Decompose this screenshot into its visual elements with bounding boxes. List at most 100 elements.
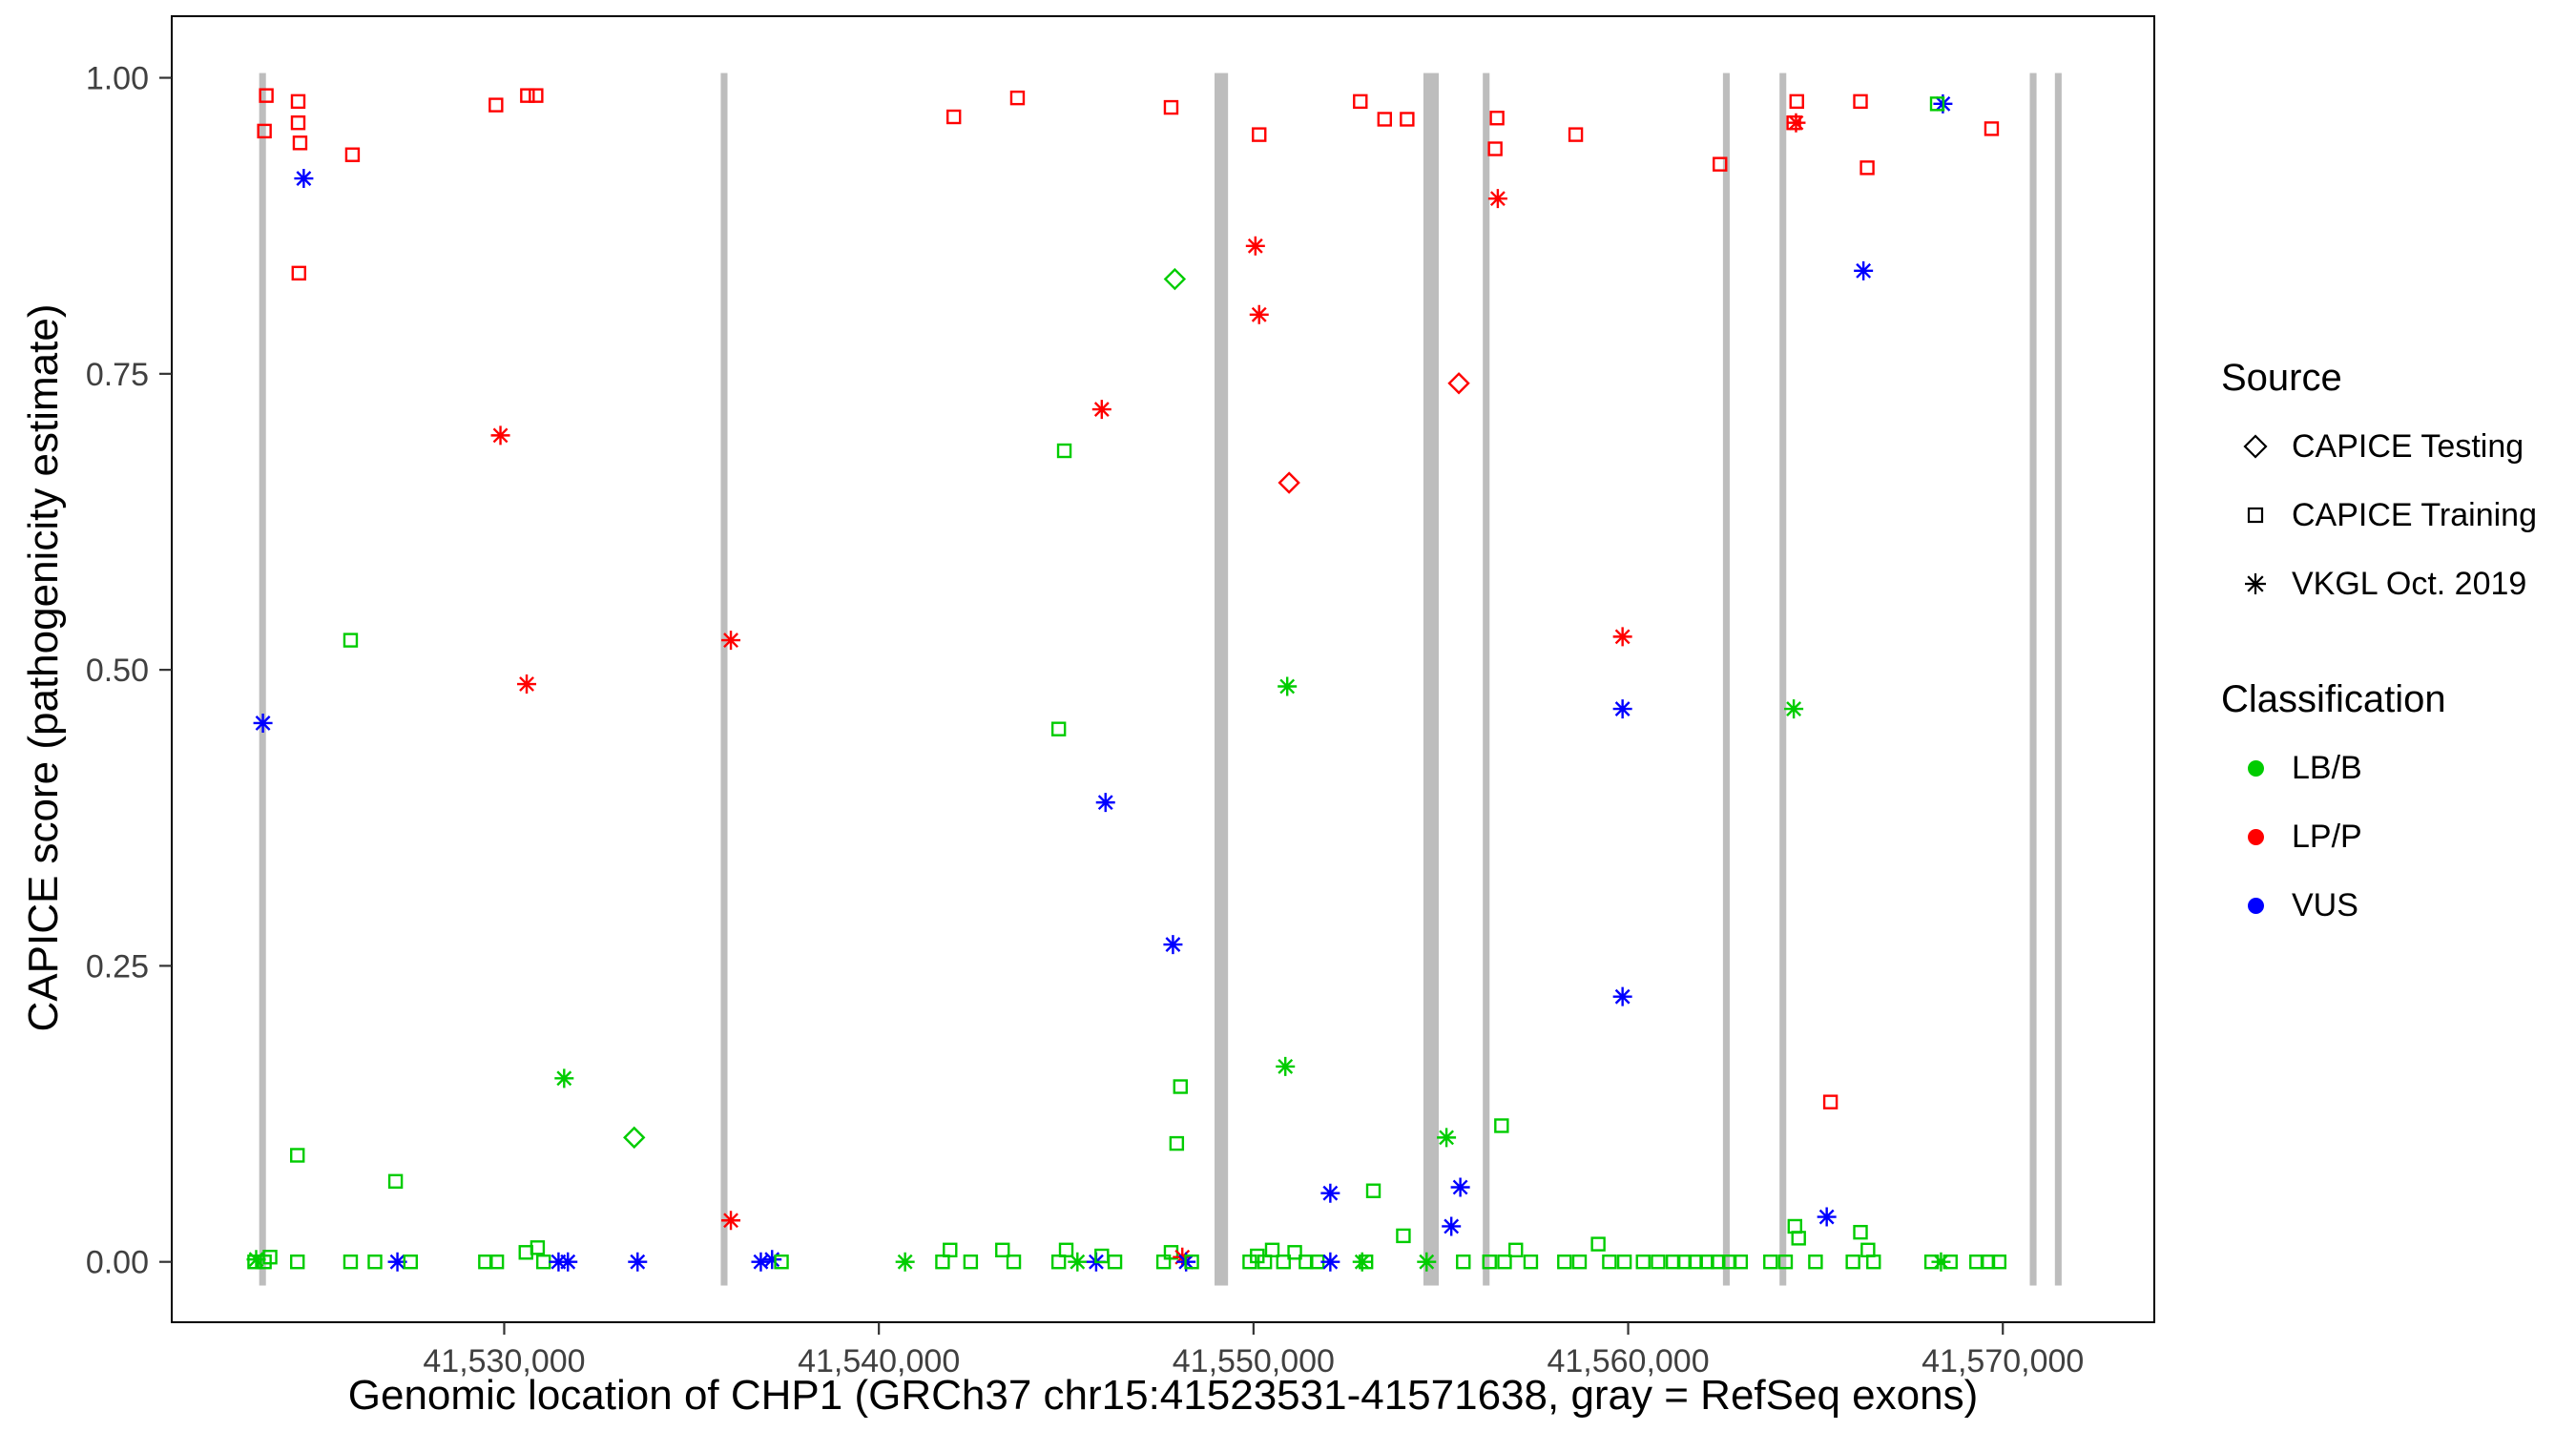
y-tick-label: 0.75 [86, 357, 149, 393]
data-point-square [963, 1255, 979, 1270]
legend-item-lbb: LB/B [2221, 748, 2537, 788]
data-point-square [1006, 1255, 1022, 1270]
data-point-asterisk [1487, 189, 1507, 209]
data-point-asterisk [490, 425, 510, 446]
data-point-square [1400, 112, 1415, 127]
data-point-asterisk [1276, 1056, 1296, 1076]
data-point-square [946, 109, 962, 125]
x-tick-label: 41,530,000 [423, 1343, 585, 1379]
data-point-asterisk [246, 1250, 266, 1270]
data-point-square [530, 1240, 546, 1255]
data-point-asterisk [1612, 627, 1632, 647]
data-point-asterisk [1163, 935, 1183, 955]
legend-item-label: LP/P [2292, 818, 2362, 855]
data-point-asterisk [751, 1252, 771, 1272]
data-point-square [343, 633, 359, 648]
data-point-square [1942, 1255, 1958, 1270]
data-point-asterisk [517, 674, 537, 695]
data-point-square [1984, 121, 2000, 136]
data-point-asterisk [1784, 699, 1804, 719]
data-point-asterisk [721, 1211, 741, 1231]
data-point-square [1287, 1245, 1302, 1260]
legend-item-vkgl: VKGL Oct. 2019 [2221, 564, 2537, 604]
x-tick-label: 41,540,000 [798, 1343, 960, 1379]
exon-bar [720, 73, 728, 1286]
data-point-square [1264, 1242, 1280, 1257]
data-point-square [1711, 1255, 1726, 1270]
data-point-asterisk [558, 1252, 578, 1272]
data-point-diamond [1163, 267, 1187, 291]
exon-bar [1483, 73, 1490, 1286]
data-point-asterisk [1091, 400, 1111, 420]
data-point-square [1169, 1135, 1185, 1151]
data-point-square [1676, 1255, 1693, 1270]
data-point-square [1489, 111, 1505, 126]
data-point-square [1571, 1255, 1588, 1270]
exon-bar [1722, 73, 1730, 1286]
y-tick-label: 1.00 [86, 61, 149, 97]
data-point-square [1845, 1255, 1860, 1270]
data-point-square [1358, 1255, 1374, 1270]
data-point-square [257, 123, 272, 139]
panel-border [171, 15, 2155, 1323]
data-point-diamond [1447, 372, 1470, 395]
data-point-asterisk [1437, 1128, 1457, 1148]
data-point-square [1353, 93, 1368, 110]
data-point-square [1497, 1255, 1512, 1270]
data-point-square [1713, 156, 1728, 172]
data-point-square [1777, 1255, 1794, 1270]
data-point-square [1487, 141, 1503, 156]
x-tick-label: 41,570,000 [1922, 1343, 2084, 1379]
lbb-dot-icon [2236, 749, 2275, 787]
lpp-dot-icon [2236, 818, 2275, 856]
legend-item-label: CAPICE Training [2292, 496, 2537, 533]
legend: Source CAPICE Testing CAPICE Training [2221, 357, 2537, 954]
data-point-square [403, 1255, 419, 1270]
data-point-square [520, 88, 535, 103]
data-point-square [1184, 1255, 1199, 1270]
data-point-square [262, 1250, 278, 1265]
legend-item-vus: VUS [2221, 885, 2537, 925]
data-point-square [1173, 1079, 1188, 1094]
legend-item-lpp: LP/P [2221, 817, 2537, 857]
data-point-square [1763, 1255, 1778, 1270]
data-point-square [1557, 1255, 1572, 1270]
data-point-asterisk [1931, 1252, 1951, 1272]
y-tick-label: 0.25 [86, 948, 149, 985]
data-point-square [1056, 443, 1072, 459]
y-tick-label: 0.50 [86, 653, 149, 689]
data-point-asterisk [1442, 1216, 1462, 1236]
data-point-asterisk [1854, 260, 1874, 280]
data-point-square [1257, 1255, 1273, 1270]
data-point-square [1616, 1255, 1632, 1270]
x-tick-label: 41,550,000 [1173, 1343, 1335, 1379]
data-point-square [259, 88, 274, 103]
data-point-square [1635, 1255, 1651, 1270]
data-point-square [1699, 1255, 1714, 1270]
data-point-square [1969, 1255, 1984, 1270]
data-point-square [1853, 93, 1868, 110]
data-point-square [1523, 1255, 1539, 1270]
data-point-asterisk [1249, 304, 1269, 324]
data-point-square [344, 147, 361, 162]
data-point-asterisk [1817, 1207, 1837, 1227]
data-point-square [247, 1255, 262, 1270]
data-point-square [529, 88, 544, 103]
data-point-diamond [1278, 471, 1300, 494]
data-point-diamond [623, 1126, 646, 1150]
data-point-asterisk [762, 1250, 782, 1270]
data-point-square [1733, 1255, 1749, 1270]
square-icon [2236, 496, 2275, 534]
legend-item-capice-testing: CAPICE Testing [2221, 426, 2537, 467]
data-point-square [488, 97, 504, 113]
data-point-square [488, 1255, 505, 1270]
data-point-square [1252, 127, 1267, 142]
data-point-square [478, 1255, 493, 1270]
legend-item-label: LB/B [2292, 749, 2362, 786]
diamond-icon [2236, 427, 2275, 466]
legend-item-label: CAPICE Testing [2292, 427, 2524, 465]
data-point-square [291, 265, 306, 281]
data-point-asterisk [895, 1252, 915, 1272]
data-point-square [367, 1255, 383, 1270]
legend-item-capice-training: CAPICE Training [2221, 495, 2537, 535]
